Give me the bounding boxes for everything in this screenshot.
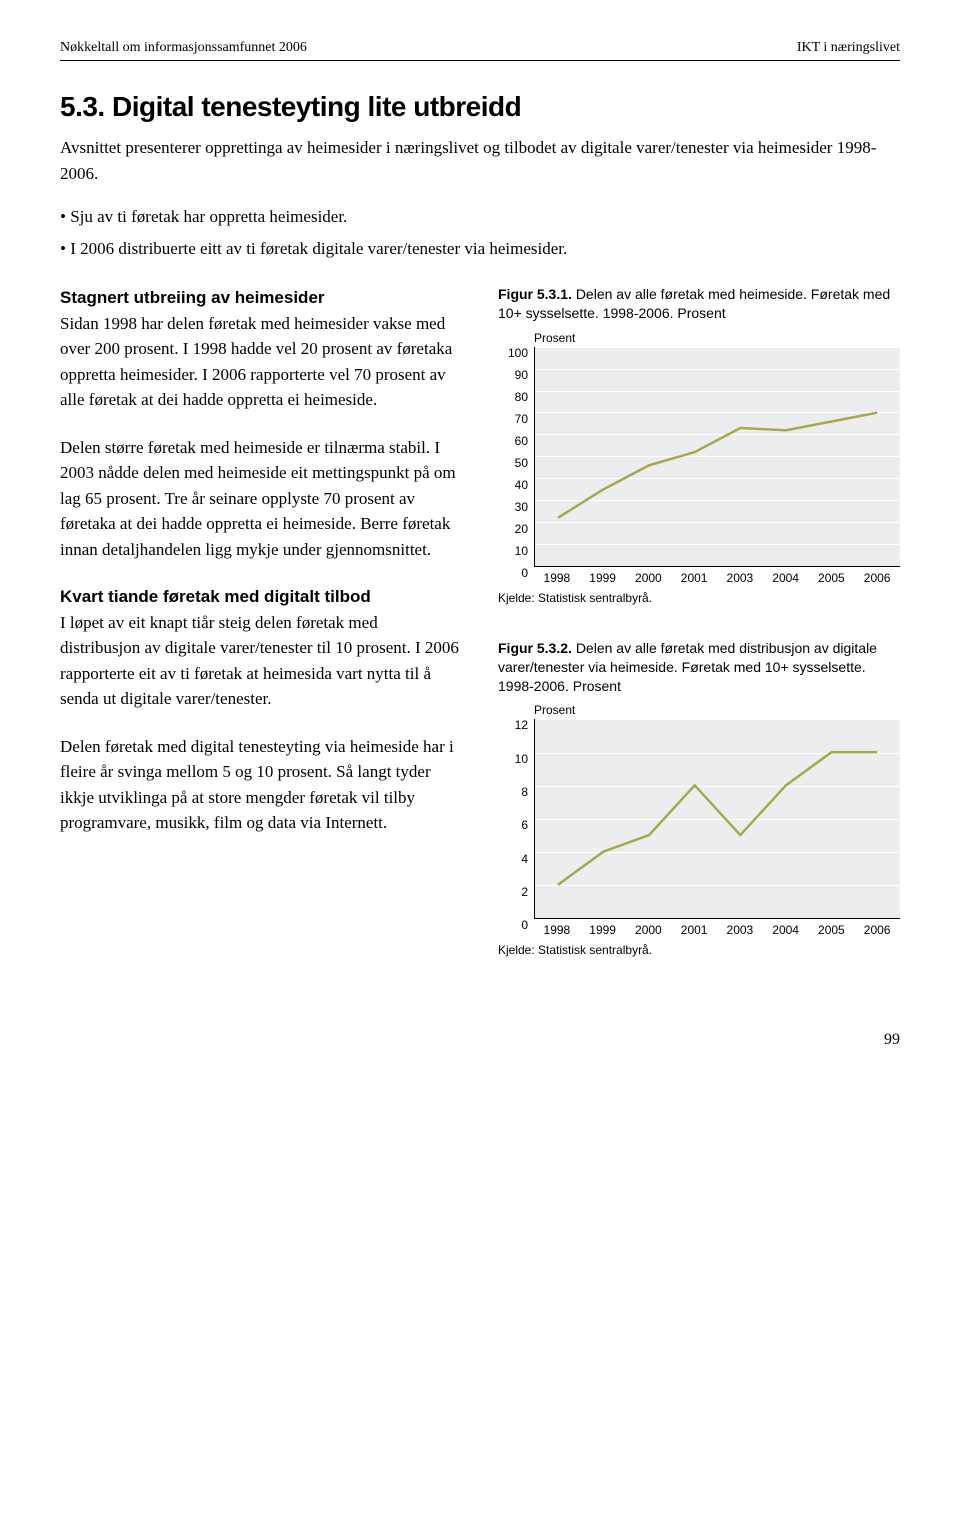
bullet-list: Sju av ti føretak har oppretta heimeside… [60,204,900,261]
figure-source: Kjelde: Statistisk sentralbyrå. [498,943,900,957]
x-tick-label: 2000 [626,923,672,937]
x-tick-label: 2004 [763,571,809,585]
page-number: 99 [60,1031,900,1049]
x-tick-label: 2001 [671,571,717,585]
y-ticks: 1009080706050403020100 [498,347,534,567]
body-text: Sidan 1998 har delen føretak med heimesi… [60,314,452,410]
body-paragraph: Stagnert utbreiing av heimesider Sidan 1… [60,285,462,413]
y-axis-label: Prosent [534,331,900,345]
right-column: Figur 5.3.1. Delen av alle føretak med h… [498,285,900,991]
body-paragraph: Delen større føretak med heimeside er ti… [60,435,462,563]
x-tick-label: 2003 [717,923,763,937]
running-header: Nøkkeltall om informasjonssamfunnet 2006… [60,40,900,56]
figure-1: Figur 5.3.1. Delen av alle føretak med h… [498,285,900,605]
figure-title: Figur 5.3.2. Delen av alle føretak med d… [498,639,900,696]
x-tick-label: 1999 [580,571,626,585]
y-ticks: 121086420 [498,719,534,919]
intro-paragraph: Avsnittet presenterer opprettinga av hei… [60,135,900,186]
bullet-item: I 2006 distribuerte eitt av ti føretak d… [60,236,900,262]
x-tick-label: 1998 [534,571,580,585]
chart-line [558,412,877,517]
x-tick-label: 1998 [534,923,580,937]
subheading: Stagnert utbreiing av heimesider [60,288,325,307]
figure-title: Figur 5.3.1. Delen av alle føretak med h… [498,285,900,323]
subheading: Kvart tiande føretak med digitalt tilbod [60,587,371,606]
header-left: Nøkkeltall om informasjonssamfunnet 2006 [60,40,307,56]
figure-2: Figur 5.3.2. Delen av alle føretak med d… [498,639,900,958]
x-tick-label: 2006 [854,571,900,585]
x-ticks: 19981999200020012003200420052006 [534,923,900,937]
x-tick-label: 2001 [671,923,717,937]
left-column: Stagnert utbreiing av heimesider Sidan 1… [60,285,462,991]
x-tick-label: 2004 [763,923,809,937]
header-right: IKT i næringslivet [797,40,900,56]
figure-source: Kjelde: Statistisk sentralbyrå. [498,591,900,605]
two-column-layout: Stagnert utbreiing av heimesider Sidan 1… [60,285,900,991]
x-ticks: 19981999200020012003200420052006 [534,571,900,585]
plot-area [534,719,900,919]
x-tick-label: 2000 [626,571,672,585]
bullet-item: Sju av ti føretak har oppretta heimeside… [60,204,900,230]
y-axis-label: Prosent [534,703,900,717]
chart-line [558,753,877,886]
body-text: I løpet av eit knapt tiår steig delen fø… [60,613,459,709]
figure-number: Figur 5.3.1. [498,286,572,302]
chart-area: 121086420 [498,719,900,919]
body-paragraph: Delen føretak med digital tenesteyting v… [60,734,462,836]
x-tick-label: 2005 [809,923,855,937]
chart-area: 1009080706050403020100 [498,347,900,567]
x-tick-label: 2003 [717,571,763,585]
x-tick-label: 2006 [854,923,900,937]
header-rule [60,60,900,61]
figure-number: Figur 5.3.2. [498,640,572,656]
x-tick-label: 2005 [809,571,855,585]
body-paragraph: Kvart tiande føretak med digitalt tilbod… [60,584,462,712]
x-tick-label: 1999 [580,923,626,937]
plot-area [534,347,900,567]
section-title: 5.3. Digital tenesteyting lite utbreidd [60,91,900,123]
